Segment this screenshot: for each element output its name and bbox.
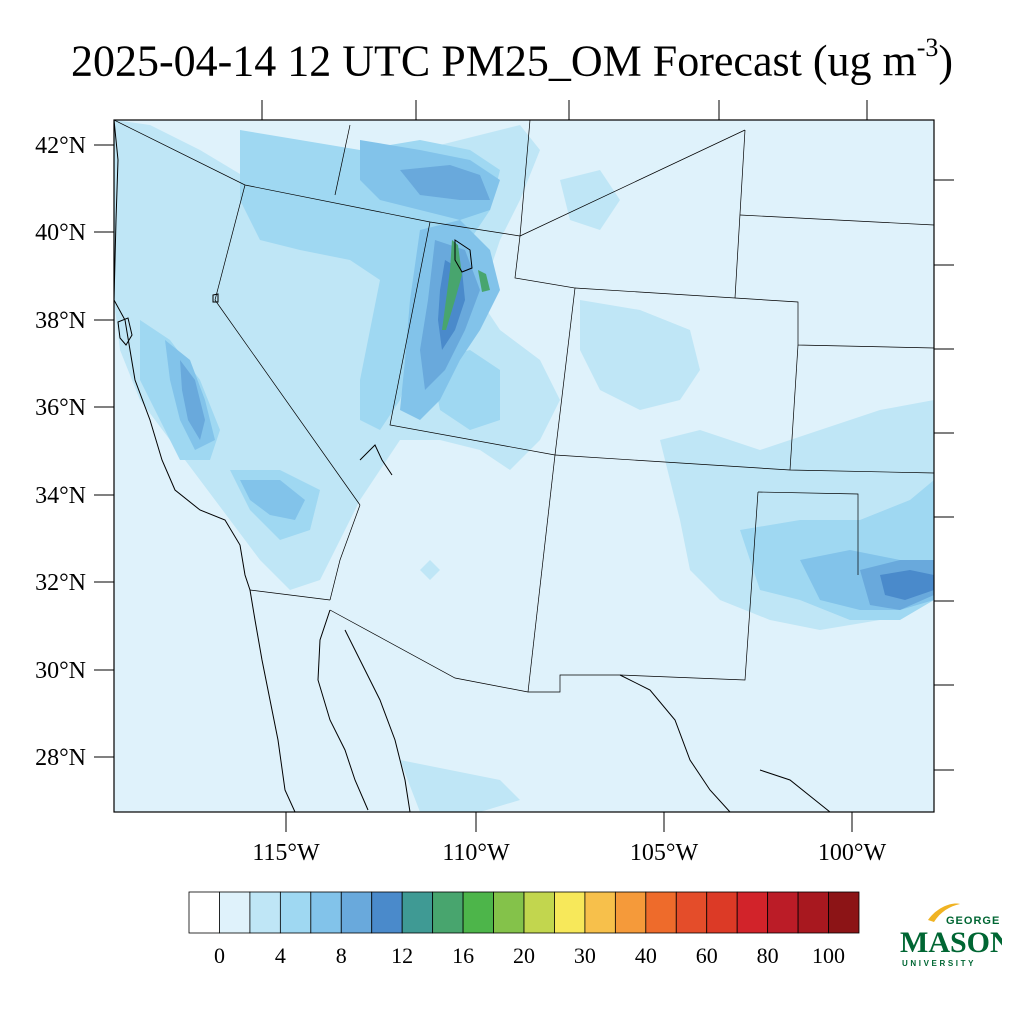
rio-grande-east [759,769,831,812]
lat-label-34: 34°N [35,483,86,509]
lat-label-30: 30°N [35,658,86,684]
lon-label-110: 110°W [442,840,510,866]
boundary-wyoming [519,120,746,237]
colorbar-swatch [584,891,616,934]
colorbar-swatch [706,891,738,934]
colorbar-labels: 0 4 8 12 16 20 30 40 60 80 100 [214,943,845,968]
colorbar-swatch [279,891,312,934]
colorbar-swatch [645,891,677,934]
colorbar-swatch [523,891,555,934]
lon-label-100: 100°W [818,840,887,866]
colorbar-swatch [767,891,799,934]
george-mason-logo: GEORGE MASON UNIVERSITY [900,903,1002,968]
map-frame [113,119,935,813]
title-text: 2025-04-14 12 UTC PM25_OM Forecast (ug m [70,36,917,86]
colorbar-label: 16 [452,943,474,968]
boundary-nebraska [739,214,934,226]
lon-ticks [261,100,868,832]
lat-label-42: 42°N [35,133,86,159]
lake-tahoe [212,293,219,303]
state-boundaries [114,120,934,693]
colorbar-swatch [310,891,342,934]
baja-gulf-coast [317,609,369,811]
colorbar-swatch [797,891,829,934]
boundary-utah-west [389,221,556,456]
colorbar-swatch [614,891,647,934]
great-salt-lake [454,239,473,273]
colorbar-label: 80 [757,943,779,968]
lat-labels: 42°N 40°N 38°N 36°N 34°N 32°N 30°N 28°N [35,133,86,771]
mainland-gulf-coast [344,629,411,812]
boundary-oregon-line [114,120,521,237]
colorbar-label: 0 [214,943,225,968]
lat-label-32: 32°N [35,570,86,596]
rio-grande [619,674,731,812]
title-superscript: -3 [916,33,939,62]
colorbar-swatch [371,891,403,934]
colorbar-label: 4 [275,943,286,968]
colorbar-swatch [828,891,860,934]
colorbar-label: 100 [812,943,845,968]
lat-label-40: 40°N [35,220,86,246]
title-close: ) [938,36,954,86]
lon-labels: 115°W 110°W 105°W 100°W [252,840,886,866]
logo-line1: GEORGE [946,915,1000,927]
colorbar-swatch [401,891,434,934]
boundary-idaho-line [334,124,351,196]
lat-label-36: 36°N [35,395,86,421]
map-title: 2025-04-14 12 UTC PM25_OM Forecast (ug m… [0,22,1024,92]
colorado-river [359,444,393,476]
boundary-oklahoma [757,491,859,575]
colorbar-swatch [432,891,464,934]
lat-label-28: 28°N [35,745,86,771]
boundary-ca-az [329,504,361,601]
boundary-arizona-nm [527,454,556,693]
boundary-kansas-east [789,344,799,471]
boundary-nevada-california [214,184,361,506]
san-francisco-bay [117,317,133,346]
colorbar-swatch [736,891,769,934]
colorbar-swatch [188,891,220,934]
colorbar-label: 20 [513,943,535,968]
coastlines [114,120,831,812]
colorbar-swatch [462,891,494,934]
colorbar-label: 12 [391,943,413,968]
lon-label-105: 105°W [630,840,699,866]
boundary-nm-texas [619,491,759,681]
colorbar-label: 60 [696,943,718,968]
colorbar-label: 8 [336,943,347,968]
concentration-field [114,120,934,812]
colorbar-label: 40 [635,943,657,968]
colorbar-swatch [554,891,586,934]
boundary-ca-mexico [249,589,331,601]
lat-label-38: 38°N [35,308,86,334]
pacific-coast [114,120,296,812]
colorbar-label: 30 [574,943,596,968]
boundary-kansas-north [734,297,934,349]
colorbar-swatch [249,891,281,934]
lon-label-115: 115°W [252,840,320,866]
boundary-az-mexico [329,609,620,693]
colorbar-swatch [493,891,525,934]
colorbar [188,891,860,934]
lat-ticks [94,144,954,771]
colorbar-swatch [219,891,251,934]
colorbar-swatch [340,891,373,934]
logo-line2: MASON [900,926,1002,959]
colorbar-swatch [675,891,708,934]
boundary-utah-colorado [514,235,576,456]
logo-flame [928,903,960,922]
logo-line3: UNIVERSITY [902,959,976,968]
